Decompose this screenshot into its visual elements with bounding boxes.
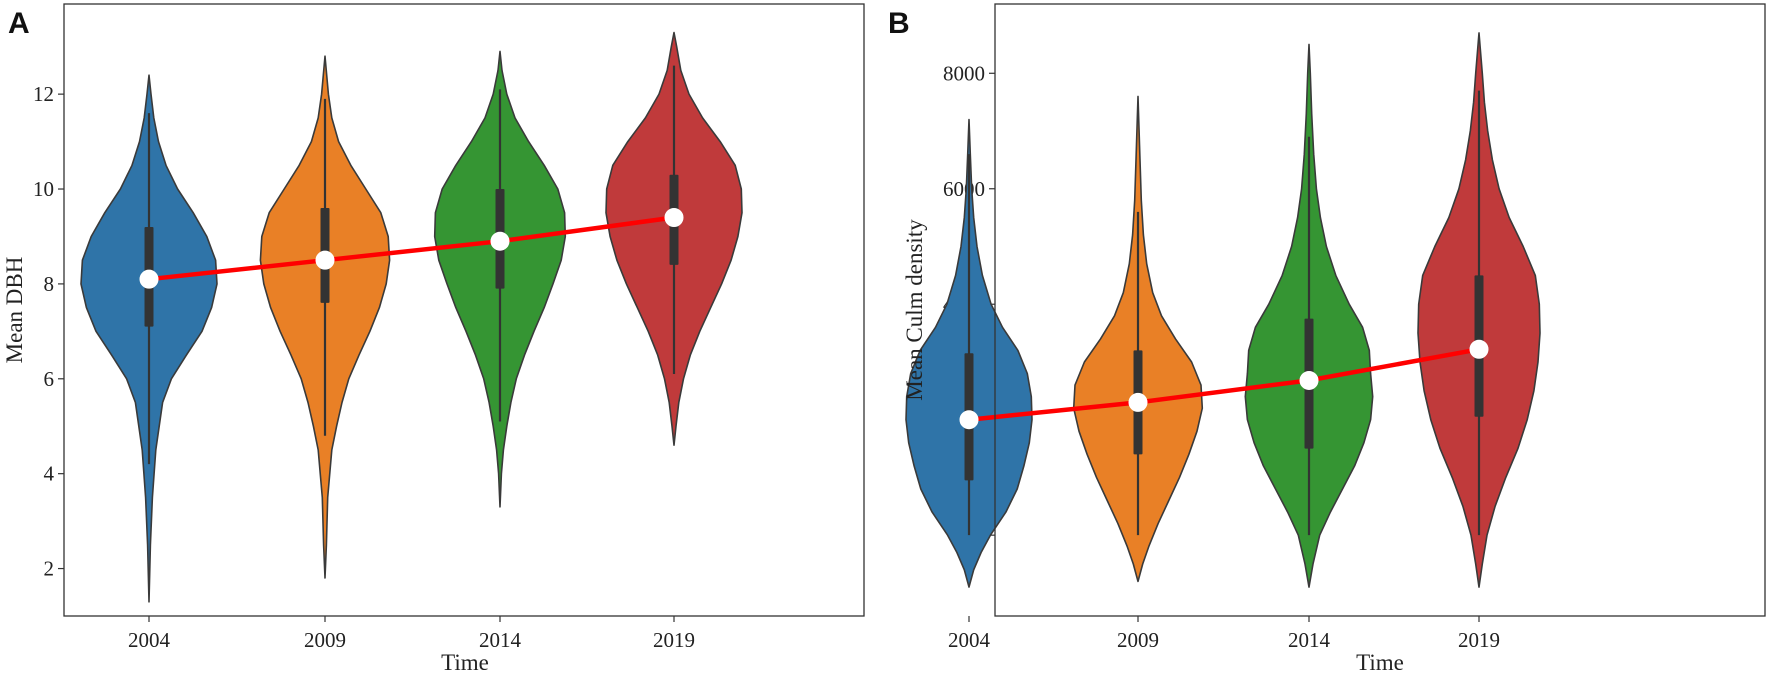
mean-point-2019 (664, 207, 684, 227)
mean-point-2009 (1128, 392, 1148, 412)
mean-point-2019 (1469, 339, 1489, 359)
violin-plot-b: 020004000600080002004200920142019 (905, 32, 1541, 652)
x-tick-label-2009: 2009 (304, 628, 346, 652)
y-tick-label: 6 (44, 367, 55, 391)
y-tick-label: 4 (44, 462, 55, 486)
mean-trend-line (966, 347, 1482, 422)
mean-point-2014 (1299, 370, 1319, 390)
x-tick-label-2019: 2019 (653, 628, 695, 652)
x-tick-label-2014: 2014 (479, 628, 522, 652)
mean-point-2014 (490, 231, 510, 251)
panel-letter-b: B (888, 7, 910, 40)
y-tick-label: 10 (33, 177, 54, 201)
x-tick-label-2004: 2004 (948, 628, 991, 652)
panel-b: B 020004000600080002004200920142019 Time… (888, 3, 1766, 675)
panel-letter-a: A (8, 7, 30, 40)
x-tick-label-2019: 2019 (1458, 628, 1500, 652)
mean-point-2004 (139, 269, 159, 289)
x-axis-label-a: Time (441, 650, 489, 675)
y-tick-label: 8 (44, 272, 55, 296)
x-tick-label-2004: 2004 (128, 628, 171, 652)
mean-point-2004 (959, 410, 979, 430)
x-tick-label-2014: 2014 (1288, 628, 1331, 652)
y-axis-label-b: Mean Culm density (902, 219, 927, 401)
x-tick-label-2009: 2009 (1117, 628, 1159, 652)
y-tick-label: 2 (44, 557, 55, 581)
violin-plot-a: 2 4 6 8 10 12 2004 2009 2014 2019 (33, 31, 743, 652)
mean-point-2009 (315, 250, 335, 270)
x-axis-label-b: Time (1356, 650, 1404, 675)
mean-trend-line (146, 215, 677, 282)
y-tick-label: 12 (33, 82, 54, 106)
y-tick-label: 6000 (943, 177, 985, 201)
plot-frame-a (63, 3, 865, 617)
y-tick-label: 8000 (943, 61, 985, 85)
plot-frame-b (994, 3, 1766, 617)
panel-a: A 2 4 6 8 10 12 2004 2009 2014 2019 Time Mean DBH (2, 3, 865, 675)
y-axis-label-a: Mean DBH (2, 257, 27, 364)
